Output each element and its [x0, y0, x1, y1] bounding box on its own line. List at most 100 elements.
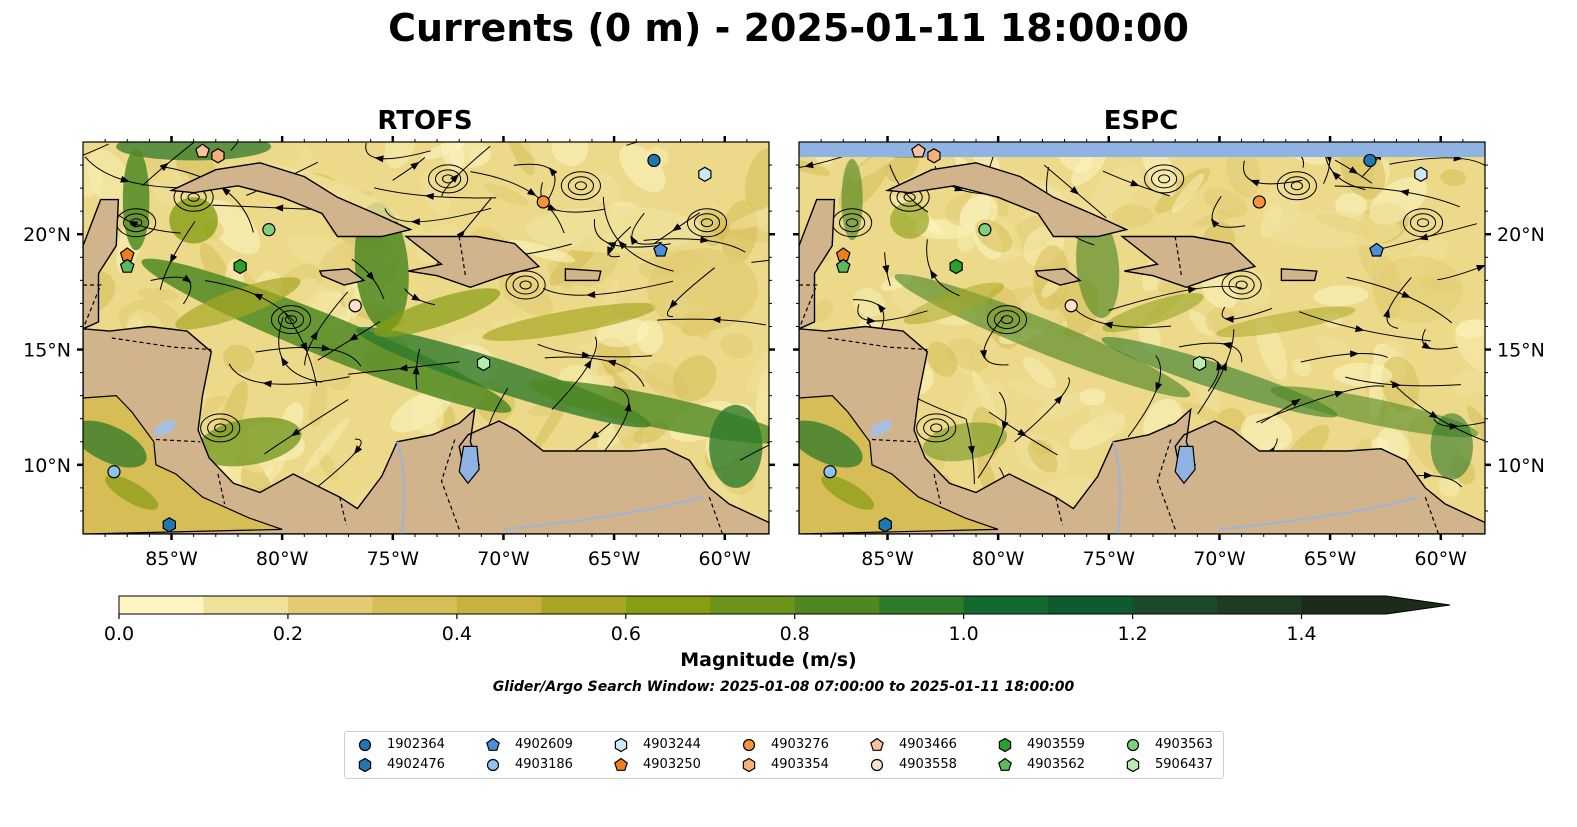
streamline-arrow — [1449, 422, 1459, 430]
legend-marker-icon — [614, 737, 628, 753]
colorbar-segment — [625, 596, 711, 614]
lake-nicaragua — [154, 419, 176, 436]
eddy-streamline — [574, 181, 588, 191]
eddy-streamline — [567, 176, 595, 196]
country-border — [799, 284, 818, 330]
lon-tick-label: 85°W — [145, 548, 198, 570]
country-border — [83, 284, 102, 330]
float-marker-4903466 — [195, 143, 210, 158]
legend-marker-icon — [998, 737, 1012, 753]
streamline-arrow — [1334, 390, 1345, 398]
colorbar-segment — [372, 596, 458, 614]
streamline-arrow — [882, 265, 890, 275]
legend-label: 4903559 — [1027, 737, 1085, 752]
land-hispaniola — [1120, 235, 1257, 289]
lat-tick-label: 15°N — [23, 340, 71, 362]
legend-marker-icon — [870, 737, 884, 751]
eddy-streamline — [693, 213, 721, 233]
float-marker-4903276 — [536, 195, 550, 209]
legend-marker-icon — [998, 757, 1012, 771]
streamline-arrow — [1429, 410, 1439, 419]
eddy-streamline — [284, 315, 298, 325]
country-border — [827, 337, 928, 351]
float-marker-4903558 — [1064, 299, 1078, 313]
legend-label: 4903276 — [771, 737, 829, 752]
float-marker-4903186 — [823, 465, 837, 479]
panel-title-rtofs: RTOFS — [377, 106, 473, 136]
map-panel-espc: 85°W 80°W 75°W 70°W 65°W 60°W 10°N 15°N 20°N — [779, 136, 1545, 570]
streamline-arrow — [672, 223, 682, 232]
float-marker-4903244 — [1414, 166, 1428, 182]
lon-tick-label: 60°W — [699, 548, 752, 570]
eddy-streamline — [512, 275, 539, 295]
legend-label: 4903563 — [1155, 737, 1213, 752]
colorbar-segment — [963, 596, 1049, 614]
float-marker-4903562 — [119, 258, 135, 273]
float-marker-1902364 — [1363, 153, 1377, 168]
eddy-streamline — [1416, 218, 1430, 228]
colorbar-segment — [119, 596, 205, 614]
streamline-arrow — [779, 482, 790, 492]
float-marker-4903354 — [211, 148, 225, 164]
eddy-streamline — [1409, 213, 1437, 233]
streamline-arrow — [877, 303, 886, 313]
streamline-arrow — [1476, 264, 1485, 272]
map-frame — [798, 141, 1486, 535]
eddy-streamline — [435, 169, 462, 189]
float-marker-4903562 — [835, 258, 851, 273]
land-cuba — [884, 162, 1129, 238]
legend-marker-icon — [614, 757, 628, 771]
eddy-streamline — [214, 423, 227, 433]
float-marker-1902364 — [647, 153, 661, 168]
streamline-arrow — [374, 155, 384, 163]
eddy-streamline — [519, 280, 532, 290]
colorbar-segment — [794, 596, 880, 614]
colorbar-segment — [1217, 596, 1303, 614]
colorbar-segment — [879, 596, 965, 614]
float-marker-4902476 — [162, 517, 176, 533]
eddy-streamline — [846, 218, 859, 228]
country-border — [217, 473, 226, 505]
eddy-streamline — [1000, 315, 1014, 325]
colorbar-segment — [1048, 596, 1134, 614]
streamline-arrow — [1332, 539, 1342, 547]
streamline-arrow — [309, 537, 320, 546]
streamline-arrow — [980, 349, 987, 360]
float-marker-4902609 — [653, 242, 668, 257]
lake-maracaibo — [1174, 445, 1196, 485]
map-frame — [82, 141, 770, 535]
lake-nicaragua — [870, 419, 892, 436]
streamline-arrow — [1290, 398, 1301, 407]
map-panel-rtofs: 85°W 80°W 75°W 70°W 65°W 60°W 10°N 15°N 20°N — [23, 136, 775, 570]
streamline-arrow — [930, 269, 938, 280]
streamline-arrow — [182, 274, 192, 283]
float-marker-1902364 — [358, 738, 372, 752]
legend-label: 4903244 — [643, 737, 701, 752]
streamline-arrow — [398, 364, 408, 372]
legend-marker-icon — [870, 758, 884, 772]
search-window-text: Glider/Argo Search Window: 2025-01-08 07… — [492, 679, 1075, 695]
streamline-arrow — [606, 242, 617, 249]
eddy-streamline — [993, 310, 1021, 330]
lat-tick-label: 20°N — [23, 224, 71, 246]
eddy-streamline — [1228, 275, 1255, 295]
colorbar-segment — [710, 596, 796, 614]
streamline-arrow — [1392, 381, 1402, 389]
lat-tick-label: 10°N — [1497, 455, 1545, 477]
streamline-arrow — [624, 402, 632, 412]
float-legend: 1902364 4902476 4902609 4903186 4903244 49032… — [344, 731, 1224, 779]
streamline-arrow — [1401, 291, 1412, 298]
float-marker-4903559 — [949, 258, 963, 275]
lake-maracaibo — [458, 445, 480, 485]
eddy-streamline — [1235, 280, 1248, 290]
streamline-arrow — [590, 431, 600, 440]
country-border — [1055, 496, 1063, 525]
float-marker-4903466 — [870, 737, 884, 751]
streamline-arrow — [711, 316, 721, 324]
lon-tick-label: 65°W — [588, 548, 641, 570]
map-canvas: 85°W 80°W 75°W 70°W 65°W 60°W 10°N 15°N 20°N 85°… — [23, 136, 1545, 570]
streamline — [230, 142, 239, 151]
legend-marker-icon — [742, 738, 756, 752]
float-marker-5906437 — [1192, 355, 1207, 372]
float-marker-4903558 — [870, 758, 884, 772]
